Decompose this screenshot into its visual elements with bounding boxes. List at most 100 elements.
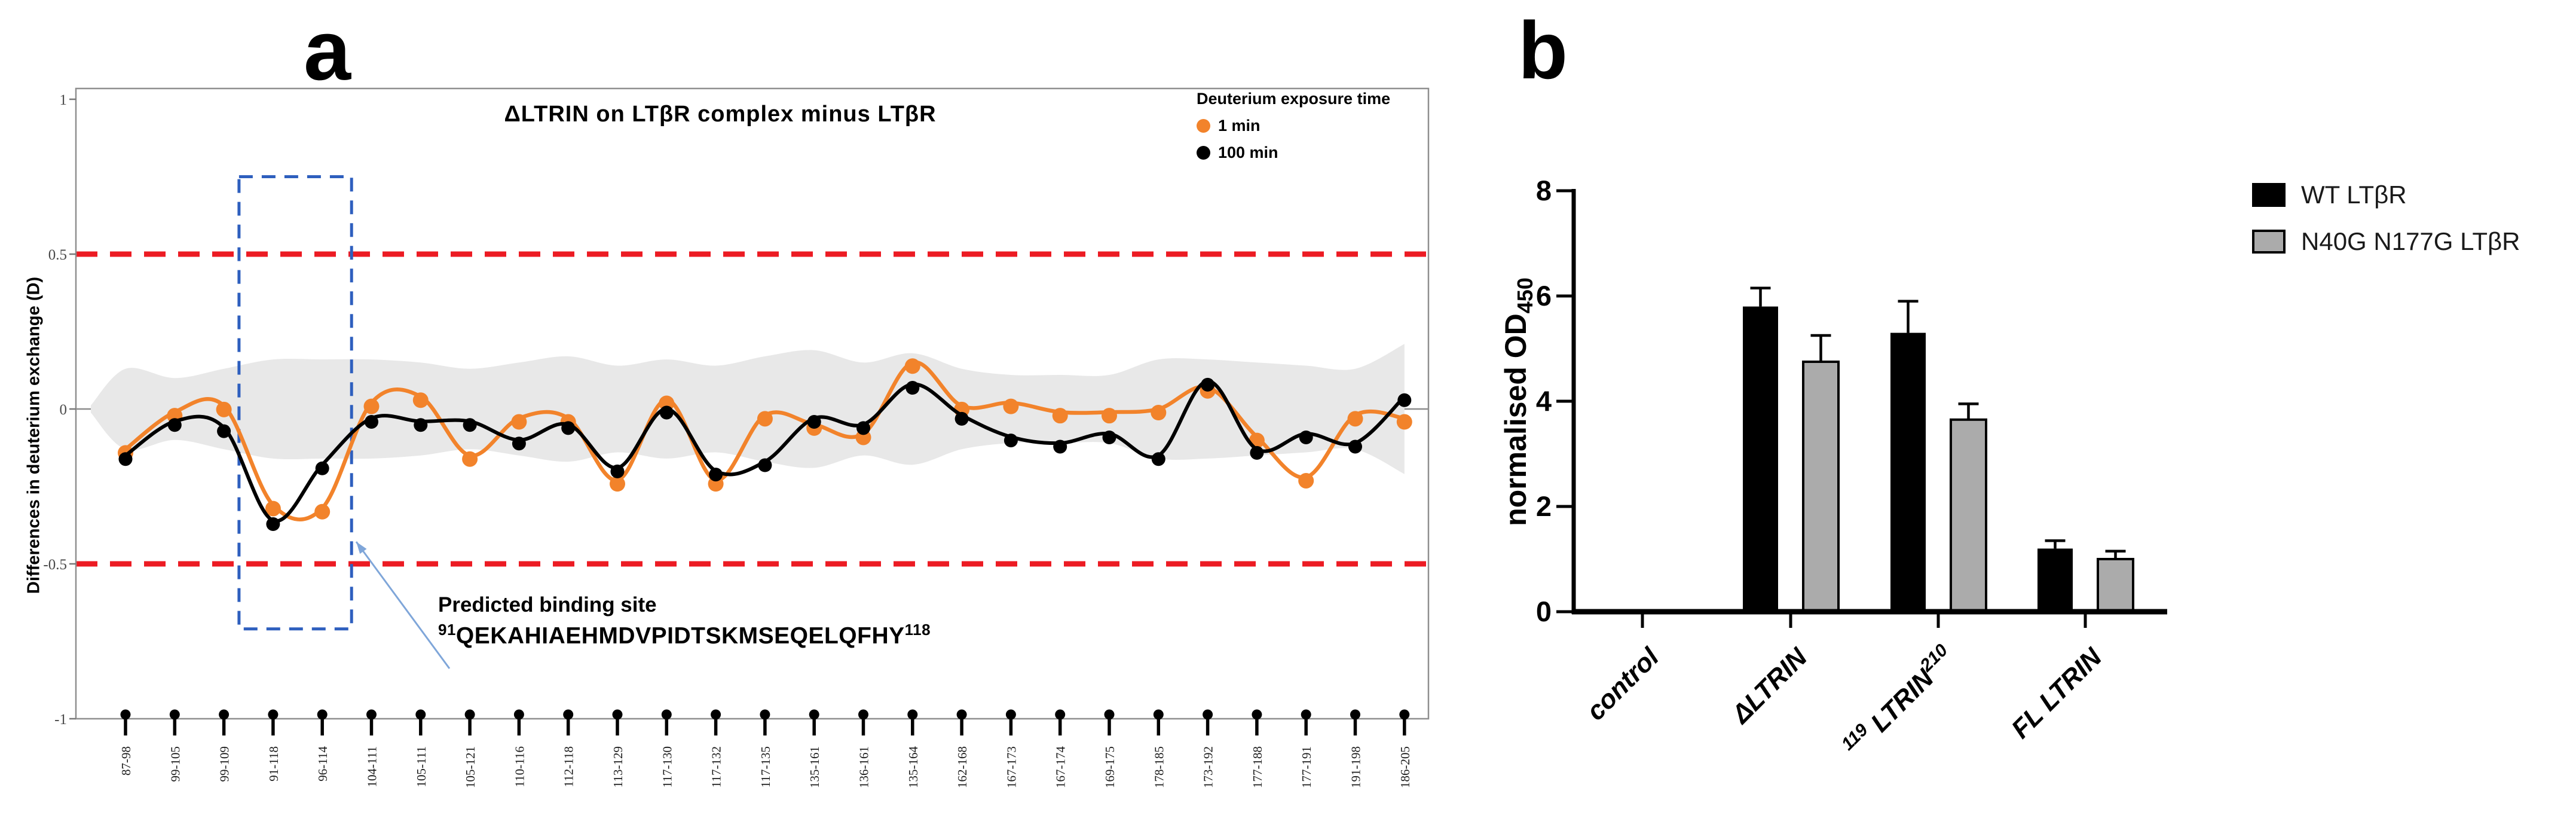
data-point-100min: [1053, 439, 1067, 454]
peptide-label: 99-109: [218, 746, 232, 782]
annotation-title: Predicted binding site: [438, 593, 657, 616]
peptide-tick-dot: [1350, 709, 1360, 720]
data-point-100min: [561, 421, 576, 435]
peptide-tick-dot: [612, 709, 623, 720]
chart-title: ΔLTRIN on LTβR complex minus LTβR: [504, 102, 937, 127]
peptide-label: 91-118: [267, 746, 281, 782]
series-marker-100min-icon: [1197, 146, 1210, 160]
data-point-100min: [1102, 430, 1116, 444]
peptide-label: 99-105: [168, 746, 182, 782]
y-tick-label: 0: [1536, 596, 1552, 627]
bar-N40GN177GLTβR-2: [1950, 418, 1987, 613]
peptide-label: 105-111: [414, 746, 429, 787]
y-axis-label: Differences in deuterium exchange (D): [24, 276, 44, 594]
data-point-100min: [463, 418, 477, 432]
peptide-tick-dot: [1252, 709, 1262, 720]
peptide-tick-dot: [1153, 709, 1164, 720]
peptide-tick-dot: [1203, 709, 1213, 720]
data-point-1min: [314, 503, 331, 520]
legend-item-100min: 100 min: [1197, 144, 1390, 162]
peptide-tick-dot: [169, 709, 180, 720]
data-point-100min: [1348, 439, 1362, 454]
peptide-tick-dot: [858, 709, 868, 720]
peptide-label: 112-118: [562, 746, 576, 787]
peptide-tick-dot: [661, 709, 672, 720]
data-point-1min: [1298, 472, 1314, 489]
peptide-tick-dot: [1055, 709, 1066, 720]
peptide-label: 117-130: [660, 746, 674, 788]
peptide-tick-dot: [1005, 709, 1016, 720]
annotation-sequence: 91QEKAHIAEHMDVPIDTSKMSEQELQFHY118: [438, 621, 931, 649]
peptide-tick-dot: [563, 709, 574, 720]
bar-WTLTβR-1: [1743, 306, 1778, 612]
y-tick-label: 0: [60, 402, 68, 418]
highlight-box: [237, 175, 353, 631]
peptide-tick-dot: [956, 709, 967, 720]
peptide-tick-dot: [120, 709, 131, 720]
annotation-arrow: [355, 541, 451, 669]
y-tick-label: 2: [1536, 490, 1552, 522]
peptide-label: 169-175: [1103, 746, 1117, 788]
confidence-band: [91, 344, 1405, 474]
bar-WTLTβR-3: [2037, 548, 2073, 612]
peptide-tick-dot: [1399, 709, 1410, 720]
sequence-text: QEKAHIAEHMDVPIDTSKMSEQELQFHY: [455, 623, 905, 649]
legend-label-100min: 100 min: [1218, 144, 1278, 161]
peptide-label: 167-174: [1054, 746, 1068, 788]
plot-frame: [75, 87, 1430, 720]
legend-item-1min: 1 min: [1197, 117, 1390, 135]
data-point-100min: [1201, 377, 1215, 392]
data-point-1min: [1003, 398, 1019, 414]
data-point-1min: [363, 398, 380, 414]
data-point-100min: [315, 461, 329, 475]
legend-label-wt: WT LTβR: [2301, 181, 2407, 209]
peptide-tick-dot: [219, 709, 230, 720]
annotation-predicted-binding-site: Predicted binding site 91QEKAHIAEHMDVPID…: [438, 593, 931, 649]
peptide-tick-dot: [268, 709, 279, 720]
peptide-tick-dot: [513, 709, 524, 720]
data-point-100min: [659, 405, 674, 420]
data-point-100min: [1299, 430, 1313, 444]
y-tick-label: -0.5: [43, 557, 67, 573]
peptide-label: 117-135: [758, 746, 773, 788]
panel-a-label: a: [304, 3, 351, 98]
data-point-100min: [167, 418, 182, 432]
peptide-label: 162-168: [955, 746, 969, 788]
peptide-label: 191-198: [1349, 746, 1363, 788]
peptide-label: 177-188: [1250, 746, 1265, 788]
panel-b-label: b: [1518, 5, 1568, 96]
data-point-1min: [610, 476, 625, 492]
y-tick-label: 4: [1536, 385, 1552, 417]
legend-label-1min: 1 min: [1218, 117, 1261, 135]
series-line-1min: [123, 360, 1407, 521]
data-point-1min: [1151, 405, 1167, 420]
peptide-label: 104-111: [365, 746, 380, 787]
legend-label-mutant: N40G N177G LTβR: [2301, 227, 2520, 255]
peptide-label: 173-192: [1201, 746, 1216, 788]
data-point-100min: [1151, 452, 1165, 466]
peptide-tick-dot: [760, 709, 770, 720]
peptide-label: 135-164: [906, 746, 920, 788]
peptide-tick-dot: [907, 709, 918, 720]
peptide-tick-dot: [366, 709, 377, 720]
data-point-1min: [1396, 414, 1412, 430]
peptide-label: 117-132: [709, 746, 724, 788]
y-tick-label: 6: [1536, 280, 1552, 312]
data-point-1min: [1347, 411, 1363, 427]
sequence-end-number: 118: [904, 621, 931, 639]
bar-N40GN177GLTβR-1: [1802, 361, 1840, 613]
data-point-100min: [365, 415, 378, 429]
peptide-label: 113-129: [611, 746, 625, 788]
data-point-100min: [758, 458, 772, 472]
peptide-tick-dot: [711, 709, 721, 720]
elisa-bar-chart: 0 2 4 6 8 control ΔLTRIN 119 LTRIN210 FL LTRIN: [1536, 175, 2167, 754]
peptide-tick-dot: [809, 709, 819, 720]
y-tick-label: 1: [60, 92, 68, 108]
peptide-label: 87-98: [119, 746, 133, 776]
data-point-100min: [954, 411, 969, 426]
y-tick-label: 0.5: [48, 247, 67, 263]
data-point-1min: [1052, 408, 1068, 424]
y-tick-label: -1: [54, 712, 67, 728]
category-label: FL LTRIN: [2006, 642, 2108, 744]
data-point-1min: [265, 500, 281, 517]
